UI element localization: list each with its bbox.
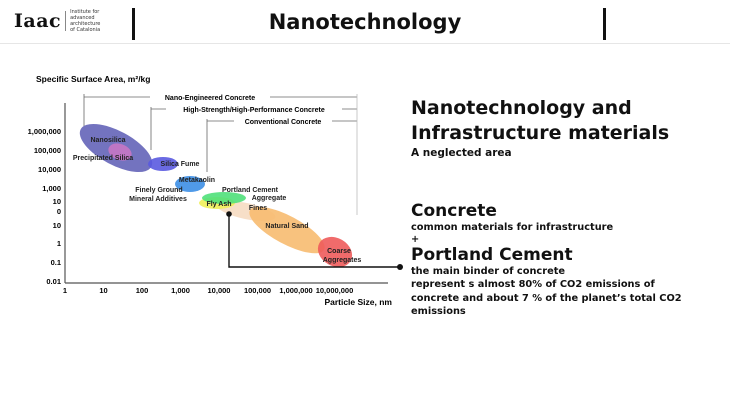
y-tick-label: 0.01 [46, 277, 61, 286]
ellipse-portland-cement [202, 192, 246, 204]
label-aggregate: Aggregate [252, 195, 287, 202]
label-nanosilica: Nanosilica [90, 137, 125, 144]
ellipse-precipitated-silica [108, 143, 132, 161]
heading-subtitle: A neglected area [411, 147, 512, 159]
header-bar-right [603, 8, 606, 40]
iaac-logo: Iaac Institute for advanced architecture… [14, 9, 100, 33]
ellipse-metakaolin [175, 176, 205, 192]
y-axis-label: Specific Surface Area, m²/kg [36, 74, 150, 84]
y-tick-label: 10 [53, 197, 61, 206]
connector-dot-start [226, 211, 232, 217]
label-mineral-additives: Mineral Additives [129, 196, 187, 203]
y-tick-label: 1,000 [42, 184, 61, 193]
connector-line [228, 214, 400, 268]
y-tick-label: 1,000,000 [28, 127, 61, 136]
heading-line-2: Infrastructure materials [411, 122, 670, 144]
particle-size-diagram: Specific Surface Area, m²/kg 1,000,00010… [28, 74, 403, 307]
ellipse-natural-sand [249, 206, 325, 254]
x-tick-label: 10 [99, 286, 107, 295]
cement-desc-4: emissions [411, 306, 466, 317]
logo-mark: Iaac [14, 10, 62, 32]
logo-text-line: Institute for [70, 9, 100, 15]
range-hs-label: High-Strength/High-Performance Concrete [183, 107, 325, 114]
header-divider [0, 43, 730, 44]
y-tick-label: 100,000 [34, 146, 61, 155]
cement-title: Portland Cement [411, 244, 573, 265]
logo-text-line: advanced [70, 15, 95, 21]
label-silica-fume: Silica Fume [161, 161, 200, 168]
cement-desc-2: represent s almost 80% of CO2 emissions … [411, 279, 655, 290]
label-natural-sand: Natural Sand [265, 223, 308, 230]
label-portland-cement: Portland Cement [222, 187, 279, 194]
label-coarse: Coarse [327, 248, 351, 255]
x-axis-label: Particle Size, nm [324, 297, 392, 307]
slide-title: Nanotechnology [268, 10, 462, 34]
x-tick-label: 100,000 [244, 286, 271, 295]
cement-desc-1: the main binder of concrete [411, 265, 566, 277]
y-tick-label: 0.1 [51, 258, 61, 267]
x-tick-label: 1,000,000 [279, 286, 312, 295]
ellipse-coarse-aggregates [317, 236, 353, 268]
range-nano-label: Nano-Engineered Concrete [165, 95, 255, 102]
label-metakaolin: Metakaolin [179, 177, 215, 184]
label-finely-ground: Finely Ground [135, 187, 182, 194]
heading-line-1: Nanotechnology and [411, 97, 632, 119]
y-tick-label: 10 [53, 221, 61, 230]
concrete-description: common materials for infrastructure [411, 222, 614, 233]
label-aggregates: Aggregates [323, 257, 362, 264]
label-fines: Fines [249, 205, 267, 212]
y-tick-label: 10,000 [38, 165, 61, 174]
x-tick-label: 1 [63, 286, 67, 295]
x-tick-label: 10,000,000 [316, 286, 354, 295]
ellipse-silica-fume [148, 157, 178, 171]
concrete-block: Concrete common materials for infrastruc… [411, 201, 682, 319]
plus-sign: + [411, 233, 420, 245]
heading-block: Nanotechnology and Infrastructure materi… [411, 96, 669, 160]
logo-text: Institute for advanced architecture of C… [70, 9, 100, 33]
y-tick-label: 0 [57, 207, 61, 216]
label-fly-ash: Fly Ash [206, 201, 231, 208]
y-tick-label: 1 [57, 239, 61, 248]
range-conv-label: Conventional Concrete [245, 119, 322, 126]
cement-desc-3: concrete and about 7 % of the planet’s t… [411, 292, 682, 304]
x-tick-label: 100 [136, 286, 149, 295]
x-tick-label: 1,000 [171, 286, 190, 295]
label-precipitated-silica: Precipitated Silica [73, 155, 133, 162]
connector-dot-end [397, 264, 403, 270]
x-tick-label: 10,000 [208, 286, 231, 295]
logo-separator [65, 11, 67, 31]
concrete-title: Concrete [411, 201, 497, 221]
logo-text-line: of Catalonia [70, 27, 101, 33]
header-bar-left [132, 8, 135, 40]
logo-text-line: architecture [70, 21, 101, 27]
